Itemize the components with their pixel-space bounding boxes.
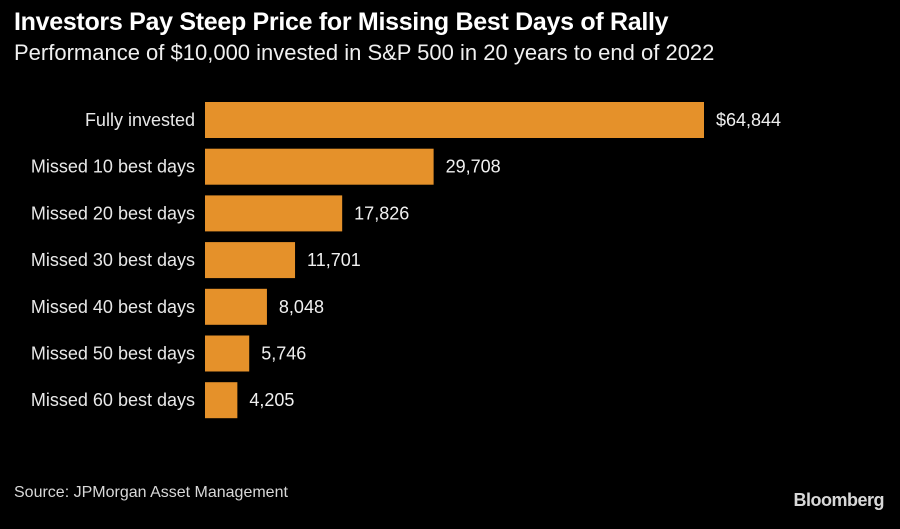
category-label: Missed 40 best days <box>31 297 195 317</box>
category-label: Missed 20 best days <box>31 203 195 223</box>
data-label: 4,205 <box>249 390 294 410</box>
category-label: Missed 10 best days <box>31 157 195 177</box>
source-note: Source: JPMorgan Asset Management <box>14 484 288 501</box>
chart-subtitle: Performance of $10,000 invested in S&P 5… <box>14 40 715 65</box>
bar <box>205 195 343 232</box>
data-label: 17,826 <box>354 203 409 223</box>
bar <box>205 382 238 419</box>
category-label: Fully invested <box>85 110 195 130</box>
bar <box>205 148 434 185</box>
bar <box>205 242 296 279</box>
category-label: Missed 60 best days <box>31 390 195 410</box>
bar <box>205 102 704 138</box>
data-label: 29,708 <box>446 157 501 177</box>
data-label: 5,746 <box>261 344 306 364</box>
category-label: Missed 50 best days <box>31 344 195 364</box>
category-label: Missed 30 best days <box>31 250 195 270</box>
data-label: $64,844 <box>716 110 781 130</box>
bar <box>205 335 250 372</box>
chart-title: Investors Pay Steep Price for Missing Be… <box>14 8 669 36</box>
bloomberg-logo: Bloomberg <box>793 490 884 510</box>
bar <box>205 288 267 325</box>
data-label: 11,701 <box>307 250 361 270</box>
data-label: 8,048 <box>279 297 324 317</box>
